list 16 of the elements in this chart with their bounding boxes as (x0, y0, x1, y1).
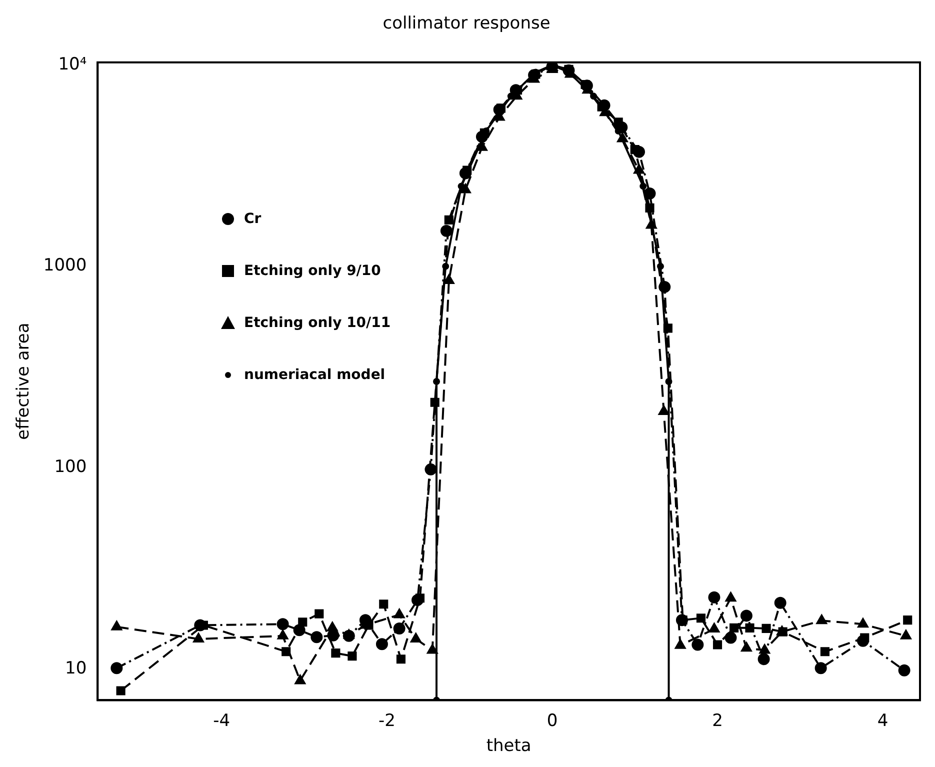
x-axis-title: theta (486, 736, 532, 756)
y-tick-label: 10⁴ (58, 54, 87, 74)
legend-label: numeriacal model (244, 367, 386, 383)
x-tick-label: 0 (546, 710, 558, 731)
legend-label: Etching only 9/10 (244, 263, 381, 279)
y-tick-label: 1000 (43, 256, 87, 276)
x-tick-label: 4 (877, 710, 888, 731)
x-tick-label: 2 (712, 710, 723, 731)
legend-label: Etching only 10/11 (244, 315, 391, 331)
x-tick-label: -4 (213, 710, 230, 731)
y-tick-label: 100 (54, 457, 87, 478)
legend-label: Cr (244, 211, 262, 227)
chart-title: collimator response (382, 14, 550, 34)
y-axis-title: effective area (14, 322, 34, 440)
x-tick-label: -2 (378, 710, 396, 731)
y-tick-label: 10 (65, 658, 87, 678)
